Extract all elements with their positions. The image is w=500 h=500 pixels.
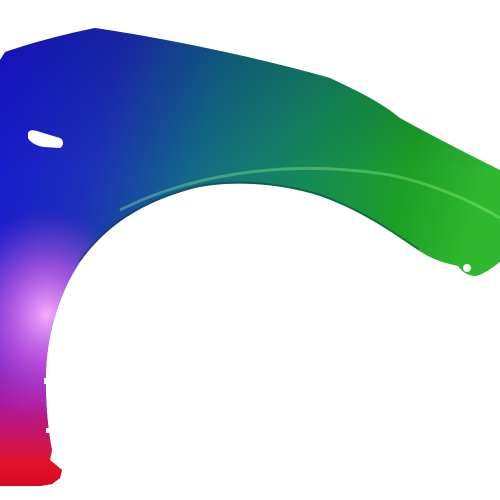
mount-hole (463, 264, 471, 272)
edge-notch (46, 428, 52, 433)
marker-slot (28, 130, 63, 148)
edge-notch (44, 378, 50, 384)
